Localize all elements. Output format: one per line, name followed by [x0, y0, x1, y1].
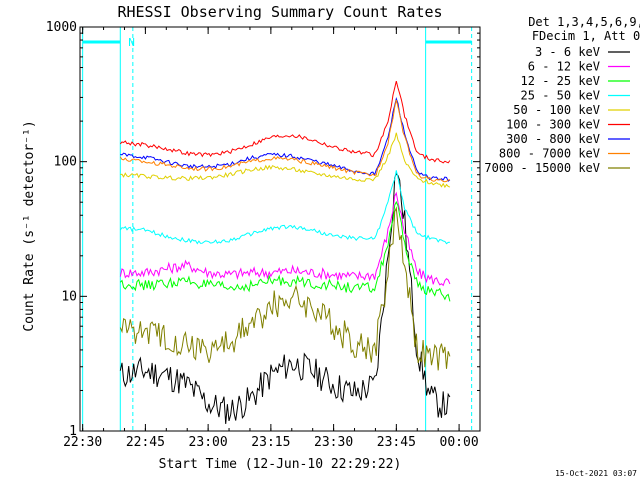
legend-entry-label: 25 - 50 keV: [521, 89, 600, 103]
orbit-flags: N: [82, 27, 473, 431]
x-tick-label: 23:30: [314, 435, 353, 450]
series-line: [119, 200, 451, 302]
series-line: [119, 99, 450, 183]
legend-entry-label: 100 - 300 keV: [506, 118, 600, 132]
series-line: [119, 191, 451, 287]
y-axis-label: Count Rate (s⁻¹ detector⁻¹): [22, 120, 37, 331]
x-tick-label: 22:45: [126, 435, 165, 450]
x-tick-label: 23:00: [189, 435, 228, 450]
footer-date: 15-Oct-2021 03:07: [555, 469, 637, 478]
y-tick-label: 1000: [46, 20, 77, 35]
x-tick-label: 22:30: [63, 435, 102, 450]
x-tick-label: 23:15: [251, 435, 290, 450]
y-tick-label: 100: [54, 155, 77, 170]
series-line: [120, 96, 451, 182]
legend-entry-label: 300 - 800 keV: [506, 132, 600, 146]
series-line: [120, 132, 451, 189]
series-lines: [119, 80, 451, 424]
chart-title: RHESSI Observing Summary Count Rates: [117, 3, 442, 21]
legend-entry-label: 6 - 12 keV: [528, 60, 600, 74]
legend-entry-label: 7000 - 15000 keV: [484, 161, 600, 175]
legend-header-line-1: Det 1,3,4,5,6,9,: [528, 15, 640, 29]
legend-entry-label: 50 - 100 keV: [513, 103, 600, 117]
x-axis-label: Start Time (12-Jun-10 22:29:22): [159, 457, 402, 472]
axes: 22:30 22:45 23:00 23:15 23:30 23:45 00:00 1 10 10…: [46, 20, 481, 450]
legend-header-line-2: FDecim 1, Att 0: [532, 29, 640, 43]
plot-frame: [79, 26, 481, 432]
legend-entry-label: 3 - 6 keV: [535, 45, 600, 59]
x-tick-label: 23:45: [377, 435, 416, 450]
series-line: [119, 170, 450, 245]
y-tick-label: 1: [69, 424, 77, 439]
x-tick-label: 00:00: [440, 435, 479, 450]
series-line: [119, 80, 451, 164]
orbit-flag-label: N: [128, 36, 135, 49]
legend-entry-label: 800 - 7000 keV: [499, 147, 600, 161]
legend-entry-label: 12 - 25 keV: [521, 74, 600, 88]
y-tick-label: 10: [61, 289, 77, 304]
series-line: [119, 206, 451, 371]
